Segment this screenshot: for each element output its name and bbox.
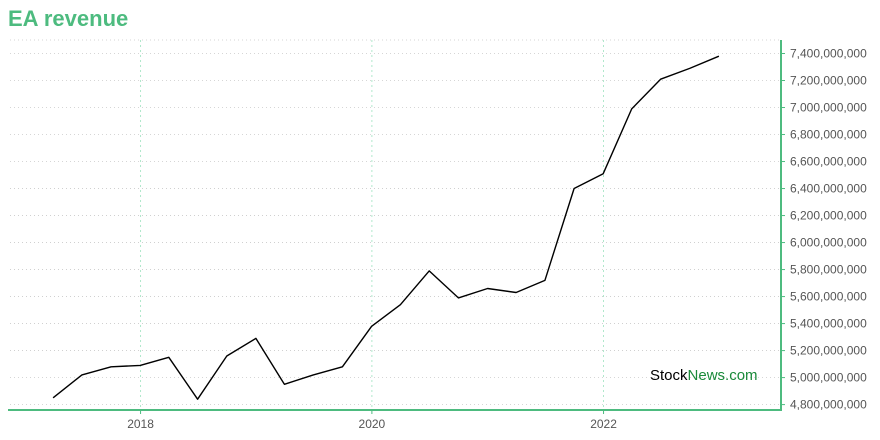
y-tick-label: 5,200,000,000 [790,344,867,358]
x-axis-tick-labels: 2018 2020 2022 [127,417,617,431]
data-point [544,279,546,281]
data-point [139,364,141,366]
watermark-com: .com [725,367,758,384]
y-tick-label: 6,600,000,000 [790,155,867,169]
data-point [457,297,459,299]
revenue-line [52,55,720,400]
data-point [168,356,170,358]
y-tick-label: 5,400,000,000 [790,317,867,331]
data-point [573,187,575,189]
grid-lines [10,39,781,410]
watermark-stock: Stock [650,367,688,384]
y-tick-label: 7,000,000,000 [790,101,867,115]
axes [8,40,785,414]
revenue-series [52,55,720,400]
chart-title: EA revenue [8,6,129,31]
data-point [399,303,401,305]
data-point [659,78,661,80]
data-point [226,355,228,357]
data-point [312,374,314,376]
data-point [283,383,285,385]
y-tick-label: 7,200,000,000 [790,74,867,88]
data-point [341,366,343,368]
data-point [602,172,604,174]
y-tick-label: 6,800,000,000 [790,128,867,142]
data-point [370,325,372,327]
data-point [486,287,488,289]
y-axis-tick-labels: 4,800,000,000 5,000,000,000 5,200,000,000 5… [790,47,867,412]
y-tick-label: 6,200,000,000 [790,209,867,223]
watermark: StockNews.com [650,367,758,384]
data-point [52,397,54,399]
data-point [515,291,517,293]
y-tick-label: 4,800,000,000 [790,398,867,412]
data-point [196,398,198,400]
data-point [255,337,257,339]
x-tick-label: 2020 [359,417,386,431]
y-tick-label: 6,000,000,000 [790,236,867,250]
x-tick-label: 2018 [127,417,154,431]
y-tick-label: 5,000,000,000 [790,371,867,385]
data-point [718,55,720,57]
y-tick-label: 7,400,000,000 [790,47,867,61]
data-point [428,270,430,272]
data-point [110,366,112,368]
y-tick-label: 5,600,000,000 [790,290,867,304]
watermark-news: News [688,367,726,384]
x-tick-label: 2022 [590,417,617,431]
y-tick-label: 6,400,000,000 [790,182,867,196]
data-point [81,374,83,376]
data-point [689,67,691,69]
data-point [631,108,633,110]
y-tick-label: 5,800,000,000 [790,263,867,277]
